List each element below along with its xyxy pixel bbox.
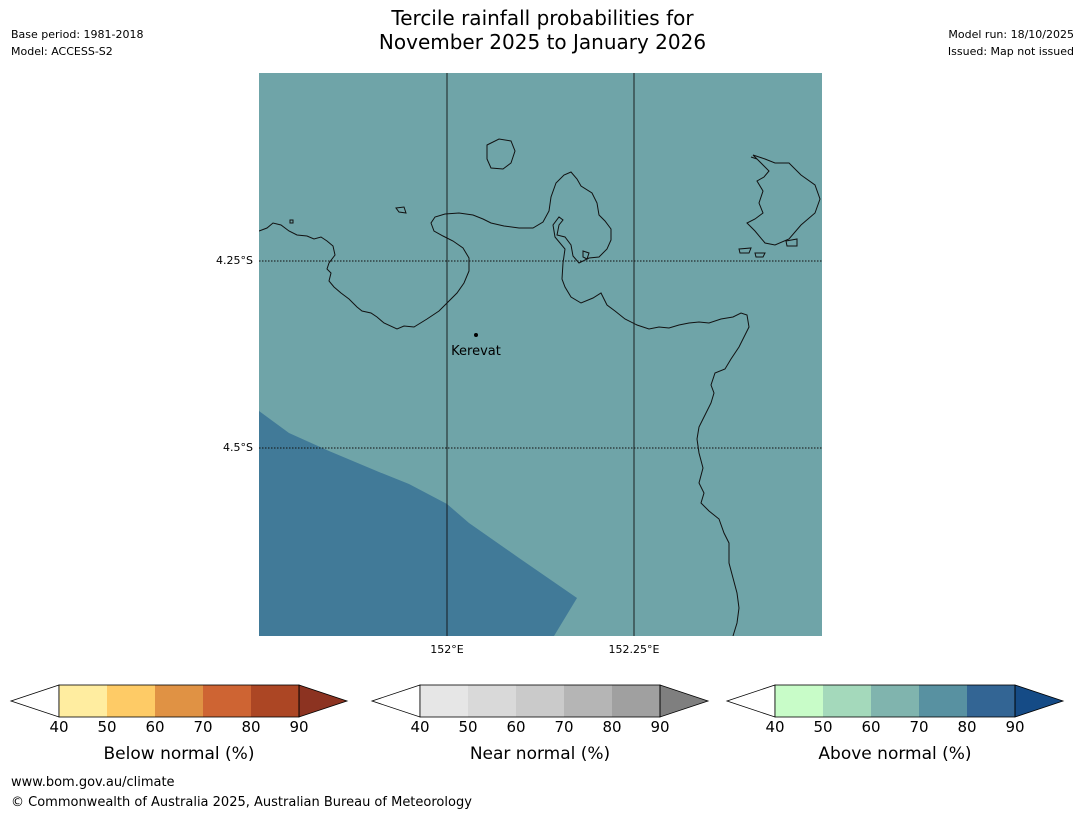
- colorbar-segment: [871, 685, 919, 717]
- tick-label: 60: [145, 718, 165, 736]
- model-run: Model run: 18/10/2025: [948, 28, 1074, 41]
- colorbar-over-arrow: [298, 684, 349, 718]
- tick-label: 70: [909, 718, 929, 736]
- issued-status: Issued: Map not issued: [947, 45, 1074, 58]
- tick-label: 50: [97, 718, 117, 736]
- tick-label: 40: [410, 718, 430, 736]
- above-normal-region: [259, 411, 577, 636]
- colorbar-under-arrow: [725, 684, 776, 718]
- colorbar-segment: [251, 685, 299, 717]
- colorbar-segment: [612, 685, 660, 717]
- colorbar-segment: [107, 685, 155, 717]
- colorbar-segment: [468, 685, 516, 717]
- town-marker: [474, 333, 478, 337]
- colorbar-ticks: 40 50 60 70 80 90: [371, 718, 709, 736]
- colorbar-ticks: 40 50 60 70 80 90: [10, 718, 348, 736]
- tick-label: 50: [813, 718, 833, 736]
- lon-label-152-25: 152.25°E: [608, 643, 660, 656]
- footer-copyright: © Commonwealth of Australia 2025, Austra…: [11, 795, 472, 810]
- tick-label: 70: [554, 718, 574, 736]
- colorbar-segment: [919, 685, 967, 717]
- colorbar-near-graphic: [370, 684, 710, 718]
- tick-label: 90: [1005, 718, 1025, 736]
- title-line-2: November 2025 to January 2026: [378, 30, 707, 54]
- meta-left: Base period: 1981-2018 Model: ACCESS-S2: [11, 26, 143, 60]
- colorbar-title: Below normal (%): [103, 744, 255, 764]
- colorbar-ticks: 40 50 60 70 80 90: [726, 718, 1064, 736]
- colorbar-over-arrow: [1014, 684, 1065, 718]
- tick-label: 50: [458, 718, 478, 736]
- colorbar-under-arrow: [370, 684, 421, 718]
- colorbar-below-normal: 40 50 60 70 80 90 Below normal (%): [9, 684, 349, 764]
- tick-label: 80: [602, 718, 622, 736]
- forecast-map[interactable]: Kerevat: [259, 73, 822, 636]
- colorbar-segment: [967, 685, 1015, 717]
- tick-label: 80: [241, 718, 261, 736]
- tick-label: 90: [289, 718, 309, 736]
- map-title: Tercile rainfall probabilities for Novem…: [0, 6, 1085, 54]
- title-line-1: Tercile rainfall probabilities for: [391, 6, 694, 30]
- colorbar-segment: [155, 685, 203, 717]
- graticule: [259, 73, 822, 636]
- colorbar-segment: [516, 685, 564, 717]
- tick-label: 40: [49, 718, 69, 736]
- tick-label: 60: [861, 718, 881, 736]
- colorbar-segment: [420, 685, 468, 717]
- tick-label: 60: [506, 718, 526, 736]
- lat-label-4-5: 4.5°S: [223, 441, 253, 454]
- colorbar-segment: [203, 685, 251, 717]
- colorbar-above-graphic: [725, 684, 1065, 718]
- coastlines: [259, 138, 821, 636]
- colorbar-title: Above normal (%): [818, 744, 972, 764]
- colorbar-over-arrow: [659, 684, 710, 718]
- colorbar-under-arrow: [9, 684, 60, 718]
- colorbar-title: Near normal (%): [469, 744, 611, 764]
- colorbar-below-graphic: [9, 684, 349, 718]
- place-label: Kerevat: [451, 344, 501, 359]
- meta-right: Model run: 18/10/2025 Issued: Map not is…: [948, 26, 1074, 60]
- colorbar-segment: [775, 685, 823, 717]
- base-period: Base period: 1981-2018: [11, 28, 144, 41]
- colorbar-segment: [59, 685, 107, 717]
- model-name: Model: ACCESS-S2: [11, 45, 113, 58]
- lon-label-152: 152°E: [430, 643, 464, 656]
- footer-url[interactable]: www.bom.gov.au/climate: [11, 775, 175, 790]
- lat-label-4-25: 4.25°S: [216, 254, 253, 267]
- tick-label: 40: [765, 718, 785, 736]
- tick-label: 90: [650, 718, 670, 736]
- colorbar-near-normal: 40 50 60 70 80 90 Near normal (%): [370, 684, 710, 764]
- tick-label: 70: [193, 718, 213, 736]
- colorbar-segment: [823, 685, 871, 717]
- colorbar-segment: [564, 685, 612, 717]
- colorbar-above-normal: 40 50 60 70 80 90 Above normal (%): [725, 684, 1065, 764]
- map-canvas: Kerevat: [259, 73, 822, 636]
- tick-label: 80: [957, 718, 977, 736]
